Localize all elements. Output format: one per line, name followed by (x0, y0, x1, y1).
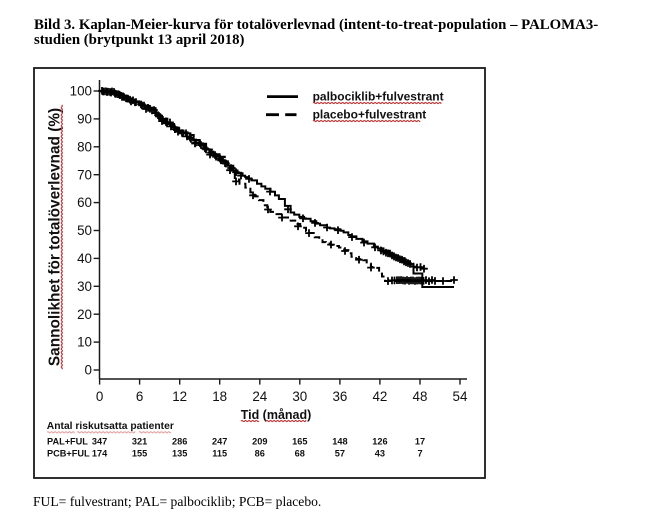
svg-text:60: 60 (77, 195, 92, 210)
svg-text:10: 10 (77, 335, 92, 350)
svg-text:48: 48 (413, 389, 428, 404)
svg-text:148: 148 (332, 437, 347, 447)
svg-text:12: 12 (172, 389, 187, 404)
svg-text:PCB+FUL: PCB+FUL (47, 449, 90, 459)
svg-text:40: 40 (77, 251, 92, 266)
svg-text:30: 30 (292, 389, 307, 404)
svg-text:54: 54 (453, 389, 468, 404)
svg-text:174: 174 (92, 449, 108, 459)
svg-text:43: 43 (375, 449, 385, 459)
svg-text:57: 57 (335, 449, 345, 459)
svg-text:135: 135 (172, 449, 187, 459)
svg-text:30: 30 (77, 279, 92, 294)
svg-text:321: 321 (132, 437, 147, 447)
svg-text:palbociklib+fulvestrant: palbociklib+fulvestrant (313, 89, 444, 103)
svg-text:18: 18 (212, 389, 227, 404)
svg-text:347: 347 (92, 437, 107, 447)
svg-text:80: 80 (77, 139, 92, 154)
svg-text:90: 90 (77, 112, 92, 127)
svg-text:PAL+FUL: PAL+FUL (47, 437, 88, 447)
svg-text:Tid (månad): Tid (månad) (241, 408, 312, 422)
svg-text:7: 7 (417, 449, 422, 459)
svg-text:50: 50 (77, 223, 92, 238)
svg-text:placebo+fulvestrant: placebo+fulvestrant (313, 108, 427, 122)
svg-text:68: 68 (295, 449, 305, 459)
svg-text:247: 247 (212, 437, 227, 447)
svg-text:286: 286 (172, 437, 187, 447)
svg-text:0: 0 (85, 363, 92, 378)
svg-text:0: 0 (96, 389, 103, 404)
svg-text:20: 20 (77, 307, 92, 322)
svg-text:155: 155 (132, 449, 147, 459)
svg-text:126: 126 (372, 437, 387, 447)
svg-text:86: 86 (255, 449, 265, 459)
svg-text:Sannolikhet för totalöverlevna: Sannolikhet för totalöverlevnad (%) (47, 108, 64, 366)
svg-text:165: 165 (292, 437, 307, 447)
svg-text:70: 70 (77, 167, 92, 182)
svg-text:36: 36 (332, 389, 347, 404)
svg-text:100: 100 (70, 84, 92, 99)
svg-text:209: 209 (252, 437, 267, 447)
svg-text:6: 6 (136, 389, 143, 404)
svg-text:115: 115 (212, 449, 227, 459)
svg-text:17: 17 (415, 437, 425, 447)
svg-text:24: 24 (252, 389, 267, 404)
svg-text:Antal riskutsatta patienter: Antal riskutsatta patienter (47, 421, 174, 432)
svg-text:42: 42 (372, 389, 387, 404)
